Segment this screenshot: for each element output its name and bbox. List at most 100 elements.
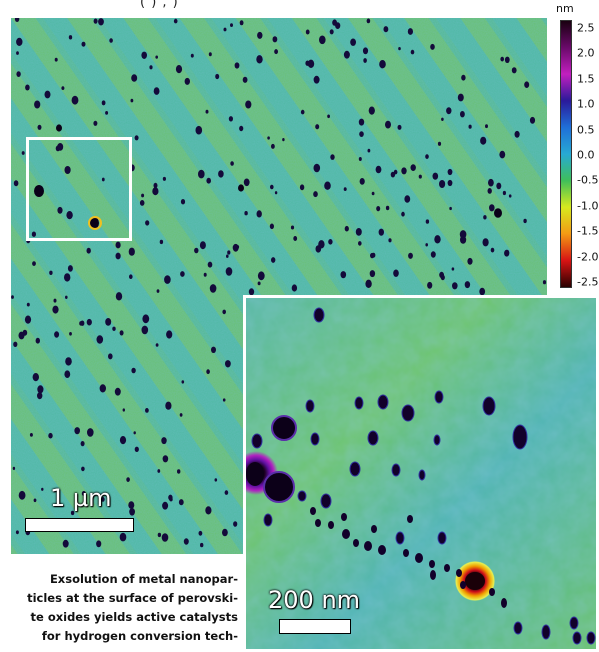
nanoparticle-dot	[37, 385, 44, 394]
nanoparticle-dot	[480, 136, 487, 145]
nanoparticle-dot	[256, 210, 262, 218]
nanoparticle-dot	[324, 181, 331, 190]
nanoparticle-dot	[494, 208, 502, 218]
nanoparticle-dot	[359, 178, 365, 185]
nanoparticle-dot	[198, 169, 205, 179]
nanoparticle-dot	[81, 41, 86, 47]
nanoparticle-dot	[101, 177, 105, 182]
nanoparticle-dot	[385, 205, 390, 211]
nanoparticle-dot	[427, 281, 433, 289]
nanoparticle-dot	[178, 499, 184, 506]
nanoparticle-dot	[313, 75, 320, 84]
nanoparticle-dot	[81, 466, 85, 472]
nanoparticle-dot	[26, 302, 30, 307]
nanoparticle-dot	[383, 26, 389, 33]
nanoparticle-dot	[96, 540, 102, 548]
nanoparticle-dot	[67, 265, 73, 272]
nanoparticle-dot	[313, 163, 321, 173]
nanoparticle-dot	[239, 20, 244, 26]
nanoparticle-dot	[183, 538, 189, 545]
nanoparticle-dot	[500, 56, 505, 62]
nanoparticle-dot	[502, 190, 506, 196]
nanoparticle-dot	[358, 241, 362, 246]
nanoparticle-dot	[37, 392, 43, 400]
colorbar-tick-label: -1.0	[577, 199, 599, 213]
nanoparticle-dot	[267, 136, 270, 140]
nanoparticle-dot	[49, 270, 53, 275]
nanoparticle-dot	[31, 231, 36, 237]
nanoparticle-dot	[404, 195, 411, 203]
nanoparticle-dot	[452, 282, 458, 290]
nanoparticle-dot	[122, 408, 126, 412]
nanoparticle-dot	[358, 118, 365, 126]
nanoparticle-dot	[74, 427, 80, 435]
nanoparticle-dot	[128, 247, 135, 256]
nanoparticle-dot	[244, 211, 248, 216]
nanoparticle-dot	[139, 200, 145, 206]
nanoparticle-dot	[119, 436, 127, 445]
nanoparticle-dot	[504, 56, 510, 63]
nanoparticle-dot	[153, 87, 160, 95]
nanoparticle-dot	[459, 230, 467, 239]
nanoparticle-dot	[56, 124, 62, 132]
nanoparticle-dot	[11, 295, 14, 299]
nanoparticle-dot	[66, 211, 73, 220]
nanoparticle-dot	[29, 433, 33, 437]
nanoparticle-dot	[238, 184, 244, 192]
nanoparticle-dot	[350, 38, 356, 46]
afm-topography-image	[11, 18, 547, 554]
nanoparticle-dot	[230, 161, 234, 166]
nanoparticle-dot	[57, 143, 64, 151]
nanoparticle-dot	[18, 331, 25, 340]
nanoparticle-dot	[131, 74, 138, 82]
nanoparticle-dot	[439, 180, 446, 188]
main-scale-bar-label: 1 µm	[50, 484, 112, 512]
colorbar-tick-label: 2.5	[577, 21, 595, 35]
nanoparticle-dot	[313, 191, 318, 198]
inset-scale-bar-label: 200 nm	[268, 586, 361, 614]
nanoparticle-dot	[86, 247, 91, 254]
nanoparticle-dot	[272, 36, 278, 43]
nanoparticle-dot	[153, 182, 158, 189]
height-colorbar	[560, 20, 572, 288]
nanoparticle-dot	[164, 275, 171, 284]
nanoparticle-dot	[440, 274, 445, 281]
nanoparticle-dot	[119, 532, 127, 542]
nanoparticle-dot	[410, 49, 415, 55]
nanoparticle-dot	[271, 143, 275, 149]
nanoparticle-dot	[115, 241, 121, 249]
nanoparticle-dot	[32, 373, 39, 382]
nanoparticle-dot	[457, 93, 464, 102]
nanoparticle-dot	[318, 240, 325, 249]
nanoparticle-dot	[207, 261, 213, 268]
caption-line: for hydrogen conversion tech-	[41, 629, 238, 643]
nanoparticle-dot	[511, 67, 517, 74]
nanoparticle-dot	[329, 29, 334, 35]
nanoparticle-dot	[105, 111, 109, 115]
nanoparticle-dot	[483, 215, 487, 220]
nanoparticle-dot	[86, 318, 92, 326]
nanoparticle-dot	[340, 271, 347, 279]
nanoparticle-dot	[126, 477, 130, 482]
nanoparticle-dot	[447, 168, 453, 176]
nanoparticle-dot	[365, 279, 372, 288]
caption-text: Exsolution of metal nanopar- ticles at t…	[22, 570, 238, 652]
nanoparticle-dot	[16, 71, 21, 77]
nanoparticle-dot	[159, 239, 164, 245]
hot-spot-marker	[88, 216, 102, 230]
nanoparticle-dot	[388, 238, 392, 243]
nanoparticle-dot	[71, 95, 79, 105]
nanoparticle-dot	[328, 239, 333, 245]
nanoparticle-dot	[142, 314, 150, 324]
nanoparticle-dot	[209, 284, 217, 293]
nanoparticle-dot	[214, 478, 218, 482]
nanoparticle-dot	[228, 116, 233, 122]
nanoparticle-dot	[243, 178, 250, 187]
nanoparticle-dot	[80, 441, 85, 447]
nanoparticle-dot	[330, 154, 335, 160]
caption-line: te oxides yields active catalysts	[30, 610, 238, 624]
nanoparticle-dot	[460, 111, 465, 118]
nanoparticle-dot	[343, 187, 347, 192]
nanoparticle-dot	[299, 184, 305, 191]
top-cutoff-text: ( ) , )	[140, 0, 179, 10]
